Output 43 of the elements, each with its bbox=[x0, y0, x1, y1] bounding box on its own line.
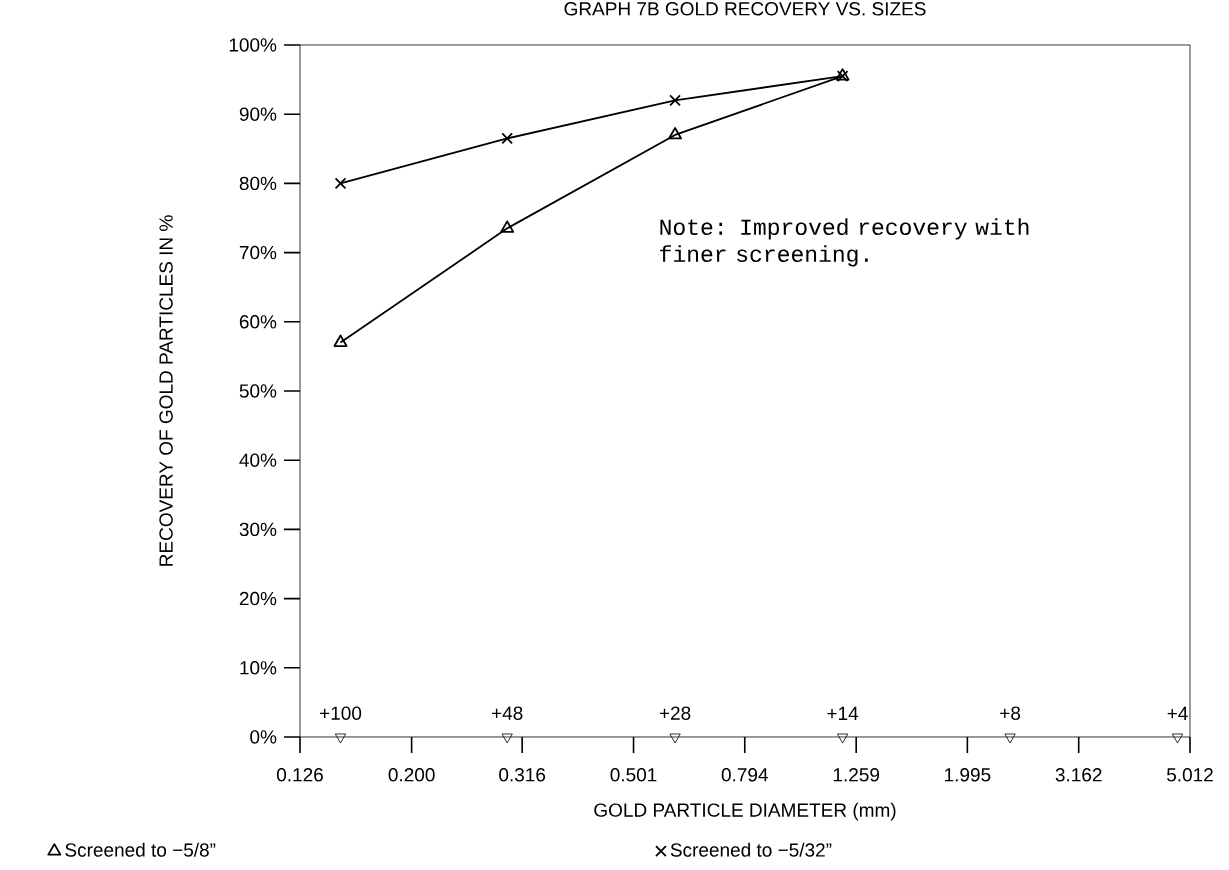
point bbox=[500, 220, 515, 233]
point bbox=[668, 127, 683, 140]
x-tick-label: 0.501 bbox=[610, 768, 657, 782]
point bbox=[1171, 733, 1184, 744]
annotation: +4 bbox=[1167, 706, 1188, 720]
x-tick-label: 0.794 bbox=[721, 768, 768, 782]
annotation: +48 bbox=[492, 706, 523, 720]
y-tick-label: 90% bbox=[239, 107, 277, 121]
point bbox=[334, 733, 347, 744]
y-tick-label: 70% bbox=[239, 245, 277, 260]
y-tick-label: 10% bbox=[240, 661, 277, 675]
annotation: +8 bbox=[1000, 706, 1021, 720]
point bbox=[669, 94, 681, 107]
point bbox=[334, 177, 347, 190]
point bbox=[1004, 733, 1016, 744]
annotation: +28 bbox=[659, 706, 691, 720]
legend-label: Screened to −5/8” bbox=[65, 842, 216, 857]
x-tick-label: 0.316 bbox=[499, 768, 546, 782]
point bbox=[501, 733, 513, 744]
y-tick-label: 80% bbox=[239, 176, 277, 191]
point bbox=[836, 733, 849, 744]
point bbox=[501, 132, 514, 145]
y-axis-title: RECOVERY OF GOLD PARTICLES IN % bbox=[159, 215, 173, 566]
x-tick-label: 0.126 bbox=[276, 768, 323, 782]
x-tick-label: 1.995 bbox=[945, 768, 991, 782]
y-tick-label: 100% bbox=[229, 38, 277, 52]
x-axis-title: GOLD PARTICLE DIAMETER (mm) bbox=[594, 802, 896, 821]
x-tick-label: 1.259 bbox=[833, 768, 880, 782]
y-tick-label: 20% bbox=[239, 591, 277, 606]
annotation: +100 bbox=[320, 706, 362, 720]
annotation: +14 bbox=[827, 706, 859, 720]
y-tick-label: 30% bbox=[239, 522, 277, 537]
x-tick-label: 0.200 bbox=[388, 768, 435, 782]
x-tick-label: 3.162 bbox=[1055, 768, 1102, 782]
chart-title: GRAPH 7B GOLD RECOVERY VS. SIZES bbox=[564, 2, 926, 16]
point bbox=[669, 733, 681, 744]
x-tick-label: 5.012 bbox=[1166, 768, 1213, 782]
y-tick-label: 60% bbox=[239, 315, 277, 329]
y-tick-label: 0% bbox=[250, 730, 277, 744]
y-tick-label: 50% bbox=[239, 384, 277, 398]
legend-label: Screened to −5/32” bbox=[670, 842, 832, 857]
y-tick-label: 40% bbox=[239, 453, 277, 467]
annotation: Note: Improved recovery with finer screening. bbox=[660, 218, 1029, 267]
